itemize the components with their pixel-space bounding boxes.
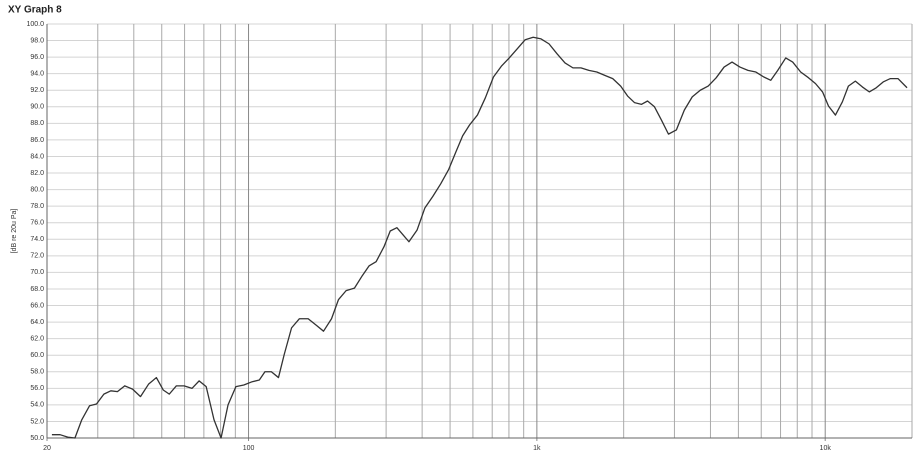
y-axis-label: [dB re 20u Pa]: [11, 209, 18, 254]
data-line: [51, 36, 908, 439]
x-tick-label: 20: [43, 445, 51, 452]
y-tick-label: 86.0: [30, 137, 44, 144]
x-tick-label: 10k: [820, 445, 832, 452]
y-tick-label: 92.0: [30, 87, 44, 94]
y-tick-label: 88.0: [30, 120, 44, 127]
y-tick-label: 96.0: [30, 54, 44, 61]
y-tick-label: 82.0: [30, 170, 44, 177]
y-tick-label: 100.0: [26, 21, 44, 28]
y-tick-label: 60.0: [30, 352, 44, 359]
y-tick-label: 62.0: [30, 335, 44, 342]
y-tick-label: 70.0: [30, 269, 44, 276]
y-tick-label: 72.0: [30, 253, 44, 260]
y-tick-label: 50.0: [30, 435, 44, 442]
y-tick-label: 84.0: [30, 153, 44, 160]
y-tick-label: 68.0: [30, 286, 44, 293]
y-tick-label: 76.0: [30, 220, 44, 227]
y-tick-label: 56.0: [30, 385, 44, 392]
y-tick-label: 78.0: [30, 203, 44, 210]
x-tick-label: 100: [243, 445, 255, 452]
y-tick-label: 64.0: [30, 319, 44, 326]
y-tick-label: 98.0: [30, 37, 44, 44]
y-tick-label: 94.0: [30, 71, 44, 78]
y-tick-label: 80.0: [30, 186, 44, 193]
y-tick-label: 58.0: [30, 369, 44, 376]
y-tick-label: 52.0: [30, 418, 44, 425]
y-tick-label: 90.0: [30, 104, 44, 111]
y-tick-label: 74.0: [30, 236, 44, 243]
chart-title: XY Graph 8: [8, 5, 62, 16]
y-tick-label: 66.0: [30, 302, 44, 309]
y-tick-label: 54.0: [30, 402, 44, 409]
x-tick-label: 1k: [533, 445, 541, 452]
